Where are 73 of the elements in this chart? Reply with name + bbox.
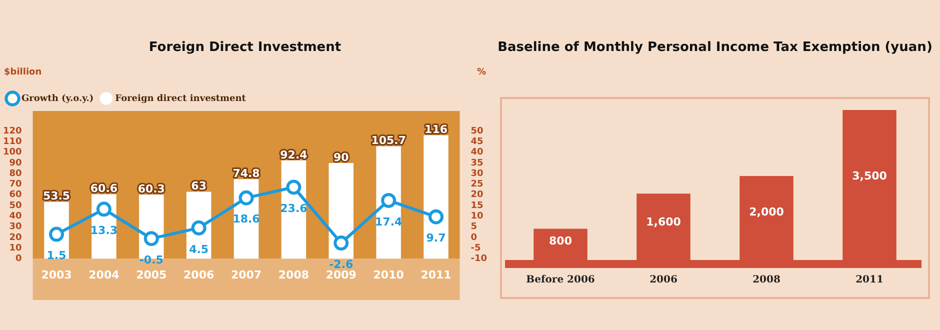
- point: [96, 202, 112, 217]
- x-tick-label: 2011: [856, 274, 884, 286]
- data-label: 74.8: [232, 166, 260, 180]
- data-label: 63: [191, 180, 206, 193]
- x-tick-label: Before 2006: [526, 274, 595, 286]
- y-tick-label: 0: [16, 254, 22, 264]
- x-tick-label: 2008: [752, 274, 780, 286]
- y2-tick-label: -5: [470, 243, 481, 254]
- y2-axis-title: %: [476, 67, 486, 78]
- point: [238, 190, 254, 206]
- data-label: 53.5: [42, 190, 70, 203]
- point: [428, 209, 444, 224]
- x-tick-label: 2009: [326, 268, 356, 282]
- x-tick-label: 2011: [420, 268, 452, 282]
- y-axis-title: $billion: [4, 67, 42, 78]
- y-tick-label: 100: [2, 148, 22, 158]
- y-tick-label: 60: [9, 190, 22, 200]
- y-tick-label: 20: [9, 232, 22, 243]
- y2-tick-label: 10: [470, 212, 484, 222]
- x-tick-label: 2004: [88, 268, 120, 282]
- legend-label: Foreign direct investment: [115, 94, 247, 104]
- data-label: 2,000: [749, 206, 784, 219]
- data-label: 90: [333, 150, 350, 164]
- bar: [376, 146, 401, 259]
- data-label: 60.3: [138, 182, 165, 196]
- bar: [424, 135, 448, 259]
- y-tick-label: 120: [2, 126, 22, 136]
- data-label: 105.7: [371, 134, 406, 148]
- x-tick-label: 2008: [278, 268, 310, 282]
- data-label: 1.5: [46, 249, 66, 262]
- chart-title: Baseline of Monthly Personal Income Tax Exemption (yuan): [496, 40, 934, 57]
- y-tick-label: 90: [9, 158, 22, 168]
- y-tick-label: 40: [9, 212, 22, 222]
- point: [381, 192, 396, 208]
- y2-tick-label: 0: [470, 232, 478, 243]
- y2-tick-label: 30: [470, 168, 484, 179]
- bar: [328, 162, 354, 259]
- y-tick-label: 30: [9, 222, 22, 232]
- x-tick-label: 2010: [373, 268, 404, 282]
- x-tick-label: 2003: [41, 268, 72, 282]
- x-tick-label: 2006: [650, 274, 678, 286]
- y2-tick-label: 50: [470, 126, 484, 136]
- point: [144, 231, 159, 246]
- point: [334, 236, 349, 251]
- data-label: 4.5: [189, 242, 209, 256]
- data-label: 800: [549, 234, 572, 248]
- x-tick-label: 2005: [136, 268, 167, 282]
- y2-tick-label: 40: [470, 148, 484, 158]
- data-label: 1,600: [646, 215, 682, 228]
- y-tick-label: 50: [9, 200, 22, 211]
- y-tick-label: 70: [9, 180, 22, 190]
- data-label: 92.4: [280, 148, 308, 162]
- y-tick-label: 110: [2, 136, 22, 147]
- data-label: 9.7: [426, 232, 446, 245]
- y2-tick-label: 15: [470, 200, 484, 211]
- y2-tick-label: 20: [470, 190, 484, 200]
- y2-tick-label: 5: [470, 222, 478, 232]
- y2-tick-label: 35: [470, 158, 484, 168]
- data-label: 3,500: [852, 169, 888, 182]
- data-label: 116: [424, 123, 448, 136]
- data-label: 60.6: [90, 182, 118, 196]
- y-tick-label: 80: [9, 168, 22, 179]
- point: [286, 180, 302, 195]
- chart-title: Foreign Direct Investment: [148, 40, 342, 57]
- y2-tick-label: 45: [470, 136, 484, 147]
- x-tick-label: 2006: [184, 268, 214, 282]
- data-label: -2.6: [329, 258, 354, 271]
- point: [191, 220, 206, 236]
- x-tick-label: 2007: [230, 268, 262, 282]
- y2-tick-label: -10: [470, 254, 488, 264]
- y2-tick-label: 25: [470, 180, 484, 190]
- y-tick-label: 10: [9, 243, 22, 254]
- legend-label: Growth (y.o.y.): [22, 94, 94, 104]
